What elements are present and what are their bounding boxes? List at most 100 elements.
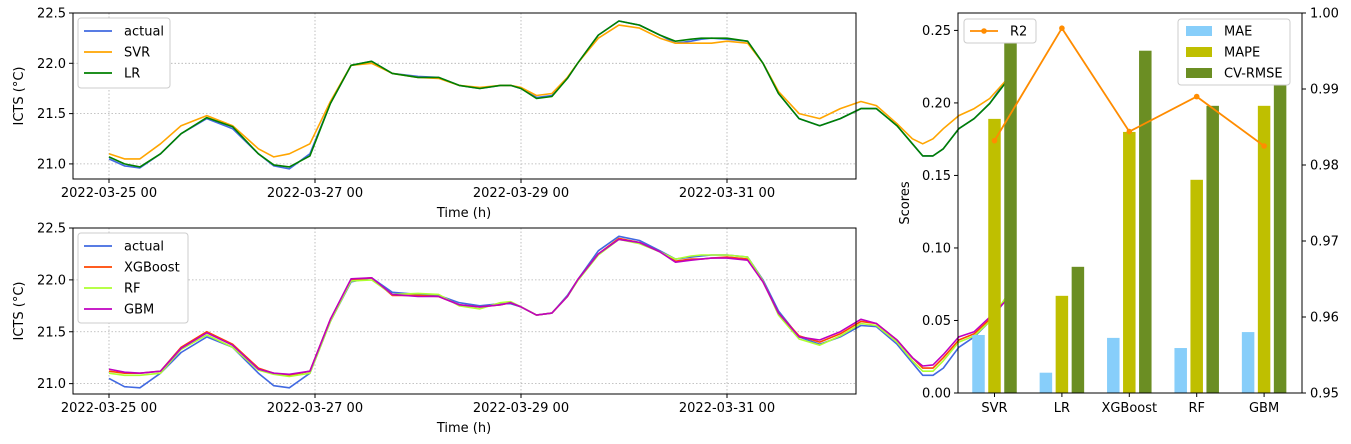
x-tick-label: 2022-03-27 00: [267, 401, 363, 416]
y-tick-label: 0.10: [922, 241, 951, 256]
y2-tick-label: 0.98: [1310, 159, 1339, 174]
r2-point: [1193, 93, 1200, 100]
x-tick-label: SVR: [981, 401, 1007, 416]
r2-point: [1126, 128, 1133, 135]
y-tick-label: 0.15: [922, 169, 951, 184]
x-tick-label: 2022-03-31 00: [679, 186, 775, 201]
legend-label: R2: [1010, 25, 1027, 40]
legend-box: [77, 232, 189, 324]
legend-box: [963, 18, 1037, 44]
y-ticks: 21.0 21.5 22.0 22.5: [37, 7, 73, 172]
r2-point: [991, 137, 998, 144]
series-lines: [108, 235, 1006, 389]
legend-label: MAPE: [1224, 46, 1260, 61]
legend-label: CV-RMSE: [1224, 67, 1283, 82]
legend-label: XGBoost: [124, 261, 180, 276]
legend-label: LR: [124, 67, 140, 82]
y-ticks: 0.00 0.05 0.10 0.15 0.20 0.25: [922, 24, 958, 402]
legend-label: actual: [124, 25, 164, 40]
x-tick-label: RF: [1188, 401, 1205, 416]
y-tick-label: 22.5: [37, 7, 66, 22]
x-tick-label: 2022-03-25 00: [61, 186, 157, 201]
bar-cv-rmse: [1071, 266, 1085, 393]
y-axis-label: ICTS (°C): [12, 67, 27, 126]
legend-label: SVR: [124, 46, 150, 61]
y2-tick-label: 0.97: [1310, 235, 1339, 250]
legend-swatch: [1186, 68, 1212, 78]
bar-mae: [1241, 332, 1255, 393]
x-ticks: SVR LR XGBoost RF GBM: [981, 393, 1279, 416]
series-line-gbm: [108, 238, 1006, 376]
x-tick-label: 2022-03-27 00: [267, 186, 363, 201]
x-tick-label: XGBoost: [1101, 401, 1157, 416]
series-line-svr: [108, 24, 1006, 160]
bar-cv-rmse: [1273, 30, 1287, 394]
y-tick-label: 22.0: [37, 273, 66, 288]
bar-cv-rmse: [1206, 105, 1219, 393]
x-tick-label: GBM: [1249, 401, 1279, 416]
y-tick-label: 0.25: [922, 24, 951, 39]
x-tick-label: 2022-03-29 00: [473, 186, 569, 201]
x-axis-label: Time (h): [436, 206, 491, 221]
bar-mape: [1123, 131, 1136, 393]
r2-line: [991, 25, 1267, 149]
legend: actual SVR LR: [77, 17, 171, 89]
y-tick-label: 0.20: [922, 96, 951, 111]
x-tick-label: LR: [1054, 401, 1070, 416]
y-tick-label: 21.5: [37, 107, 66, 122]
bar-cv-rmse: [1139, 50, 1152, 393]
y2-tick-label: 0.99: [1310, 83, 1339, 98]
bar-mae: [1107, 337, 1120, 393]
y2-tick-label: 0.96: [1310, 311, 1339, 326]
legend-label: MAE: [1224, 25, 1252, 40]
x-axis-label: Time (h): [436, 421, 491, 436]
bar-mape: [1257, 105, 1271, 393]
legend: actual XGBoost RF GBM: [77, 232, 189, 324]
x-tick-label: 2022-03-31 00: [679, 401, 775, 416]
y-tick-label: 22.0: [37, 57, 66, 72]
y-tick-label: 21.0: [37, 157, 66, 172]
y-ticks: 21.0 21.5 22.0 22.5: [37, 222, 73, 392]
legend-bars: MAE MAPE CV-RMSE: [1177, 18, 1291, 86]
bar-mae: [1174, 348, 1187, 393]
y-tick-label: 21.0: [37, 377, 66, 392]
series-line-actual: [108, 235, 1006, 389]
bar-mape: [1055, 295, 1069, 393]
legend-label: GBM: [124, 303, 154, 318]
bar-mae: [1039, 372, 1053, 393]
y-tick-label: 21.5: [37, 325, 66, 340]
x-tick-label: 2022-03-29 00: [473, 401, 569, 416]
y-axis-label: Scores: [898, 181, 913, 224]
y2-ticks: 0.95 0.96 0.97 0.98 0.99 1.00: [1302, 7, 1339, 402]
bar-mae: [972, 334, 985, 393]
bar-cv-rmse: [1004, 34, 1017, 393]
x-tick-label: 2022-03-25 00: [61, 401, 157, 416]
x-ticks: 2022-03-25 00 2022-03-27 00 2022-03-29 00 2…: [61, 394, 775, 416]
legend-label: actual: [124, 240, 164, 255]
y-tick-label: 22.5: [37, 222, 66, 237]
x-ticks: 2022-03-25 00 2022-03-27 00 2022-03-29 00 2…: [61, 179, 775, 201]
y-tick-label: 0.00: [922, 387, 951, 402]
legend-label: RF: [124, 282, 141, 297]
r2-point: [1059, 25, 1065, 32]
plot-frame: [72, 227, 857, 395]
chart-top: 2022-03-25 00 2022-03-27 00 2022-03-29 00 2…: [12, 7, 1006, 221]
bars: [972, 30, 1287, 394]
legend-swatch-marker: [981, 28, 987, 34]
y2-tick-label: 0.95: [1310, 387, 1339, 402]
bar-mape: [988, 118, 1001, 393]
y-tick-label: 0.05: [922, 314, 951, 329]
chart-bottom: 2022-03-25 00 2022-03-27 00 2022-03-29 00 2…: [12, 222, 1006, 436]
plot-frame: [957, 12, 1303, 394]
y-axis-label: ICTS (°C): [12, 282, 27, 341]
r2-point: [1261, 143, 1267, 149]
bar-mape: [1190, 179, 1203, 393]
plot-frame: [72, 12, 857, 180]
legend-r2: R2: [963, 18, 1037, 44]
series-lines: [108, 20, 1006, 170]
legend-swatch: [1186, 26, 1212, 36]
legend-swatch: [1186, 47, 1212, 57]
chart-bar: SVR LR XGBoost RF GBM 0.000.050.100.150.200.…: [898, 7, 1339, 417]
y2-tick-label: 1.00: [1310, 7, 1339, 22]
